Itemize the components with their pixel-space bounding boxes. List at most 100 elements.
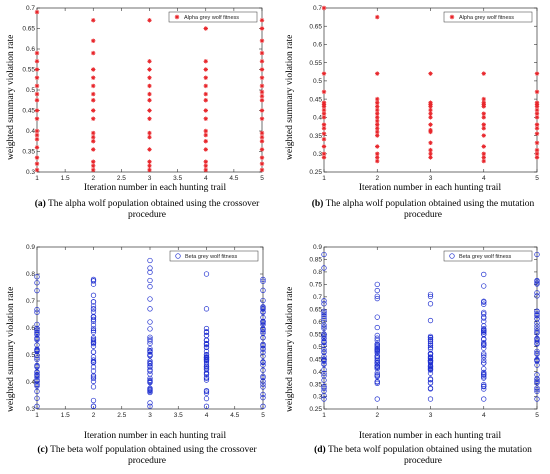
chart-d-y-tick-label: 0.3 xyxy=(313,394,322,401)
chart-d-data-point xyxy=(481,396,487,402)
chart-c-data-point xyxy=(260,378,266,384)
chart-d-x-axis-label: Iteration number in each hunting trail xyxy=(358,431,502,441)
chart-a-data-point xyxy=(34,145,40,150)
chart-d-data-point xyxy=(534,290,540,296)
chart-d-data-point xyxy=(534,293,540,299)
chart-a-data-point xyxy=(91,139,96,144)
chart-d-data-point xyxy=(321,324,327,330)
chart-a-data-point xyxy=(34,67,40,72)
chart-d-x-tick-label: 5 xyxy=(535,412,539,419)
chart-d-data-point xyxy=(374,335,380,341)
chart-b-data-point xyxy=(375,71,380,76)
chart-d-data-point xyxy=(534,378,540,384)
chart-b-x-tick-label: 4 xyxy=(482,175,486,182)
chart-b-data-point xyxy=(321,111,327,116)
chart-d-y-tick-label: 0.6 xyxy=(313,319,322,326)
chart-c-data-point xyxy=(260,297,266,304)
chart-a-data-point xyxy=(259,59,265,64)
chart-c-x-tick-label: 5 xyxy=(261,412,265,419)
chart-d-data-point xyxy=(321,335,327,341)
chart-a-data-point xyxy=(91,98,96,103)
chart-b-caption-label: (b) xyxy=(311,199,324,209)
chart-c-x-tick-label: 1 xyxy=(35,412,39,419)
chart-c-data-point xyxy=(90,373,97,379)
chart-c-caption-label: (c) xyxy=(37,445,48,455)
chart-c-data-point xyxy=(260,326,266,332)
chart-a-data-point xyxy=(34,50,40,56)
chart-b-data-point xyxy=(428,71,433,76)
chart-a-data-point xyxy=(34,83,40,89)
chart-d-x-tick-label: 2 xyxy=(375,412,379,419)
chart-a-y-tick-label: 0.45 xyxy=(22,108,35,115)
chart-b-plot-area xyxy=(323,7,538,173)
chart-c-y-tick-label: 0.4 xyxy=(26,379,35,386)
chart-a-data-point xyxy=(259,108,265,113)
chart-d-data-point xyxy=(374,360,380,366)
chart-d-data-point xyxy=(427,386,434,392)
chart-a-data-point xyxy=(259,18,265,23)
chart-a-data-point xyxy=(259,161,265,166)
chart-b-data-point xyxy=(375,155,380,160)
chart-b-data-point xyxy=(375,100,380,105)
chart-a-data-point xyxy=(34,91,40,97)
chart-c-y-tick-label: 0.3 xyxy=(26,406,35,413)
chart-a-x-tick-label: 1.5 xyxy=(61,175,70,182)
chart-d-data-point xyxy=(481,301,487,307)
chart-d-data-point xyxy=(481,340,487,346)
chart-a-data-point xyxy=(259,89,265,95)
chart-d-data-point xyxy=(374,354,380,360)
chart-b-data-point xyxy=(428,122,433,127)
chart-b-data-point xyxy=(428,155,433,160)
chart-b-data-point xyxy=(534,122,540,127)
chart-c-x-axis-label: Iteration number in each hunting trail xyxy=(83,431,227,441)
chart-c-data-point xyxy=(90,325,97,332)
chart-c-y-tick-label: 0.6 xyxy=(26,325,35,332)
chart-c-data-point xyxy=(260,329,266,335)
chart-d-data-point xyxy=(321,325,327,332)
chart-b-data-point xyxy=(481,96,486,102)
chart-c-data-point xyxy=(203,395,210,402)
chart-d-y-tick-label: 0.25 xyxy=(309,406,322,413)
chart-c-data-point xyxy=(260,391,266,398)
chart-d-data-point xyxy=(374,287,380,294)
chart-c-data-point xyxy=(90,338,97,344)
chart-a-data-point xyxy=(203,139,208,144)
chart-d-data-point xyxy=(534,396,540,402)
chart-c-x-tick-label: 3 xyxy=(148,412,152,419)
chart-a-y-tick-label: 0.5 xyxy=(26,87,35,94)
chart-c-data-point xyxy=(260,359,266,366)
chart-d-data-point xyxy=(427,377,434,383)
chart-c-data-point xyxy=(34,383,40,389)
chart-d-data-point xyxy=(321,322,327,328)
chart-c-data-point xyxy=(34,335,40,341)
chart-d-data-point xyxy=(427,337,434,343)
chart-a-y-tick-label: 0.4 xyxy=(26,128,35,135)
chart-d-data-point xyxy=(534,338,540,344)
chart-a-data-point xyxy=(91,130,96,136)
chart-d-data-point xyxy=(374,345,380,351)
chart-a-data-point xyxy=(34,98,40,103)
chart-c-x-tick-label: 4 xyxy=(205,412,209,419)
chart-c-data-point xyxy=(90,276,97,283)
chart-c-data-point xyxy=(34,309,40,315)
chart-a-data-point xyxy=(34,161,40,166)
chart-a-data-point xyxy=(34,128,40,134)
chart-c-data-point xyxy=(90,384,97,390)
chart-a-y-tick-label: 0.3 xyxy=(26,169,35,176)
chart-d-data-point xyxy=(534,328,540,334)
chart-d-data-point xyxy=(321,313,327,319)
chart-c-data-point xyxy=(147,284,153,290)
chart-c-data-point xyxy=(90,314,97,320)
chart-a-data-point xyxy=(91,134,96,140)
chart-c-data-point xyxy=(203,342,210,348)
chart-b-data-point xyxy=(428,151,433,156)
chart-d-data-point xyxy=(534,326,540,332)
chart-b-x-tick-label: 1 xyxy=(322,175,326,182)
chart-a-data-point xyxy=(91,108,96,113)
chart-b-x-tick-label: 5 xyxy=(535,175,539,182)
chart-d-data-point xyxy=(374,324,380,331)
chart-d-data-point xyxy=(374,350,380,356)
chart-d-data-point xyxy=(481,371,487,377)
chart-a-legend-label: Alpha grey wolf fitness xyxy=(184,15,239,21)
chart-d-data-point xyxy=(321,396,327,402)
